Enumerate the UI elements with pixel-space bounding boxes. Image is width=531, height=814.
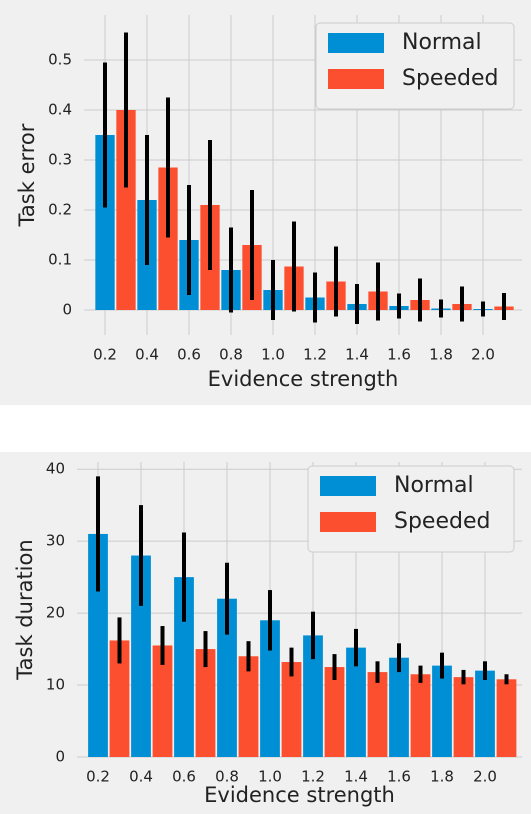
y-tick-label: 0	[62, 301, 72, 319]
x-axis-label: Evidence strength	[208, 367, 399, 391]
y-tick-label: 0.2	[48, 201, 72, 219]
x-tick-label: 0.8	[215, 768, 239, 786]
y-axis-label: Task duration	[13, 539, 37, 680]
bar	[303, 635, 323, 757]
x-tick-label: 1.4	[344, 768, 368, 786]
x-tick-label: 1.2	[303, 346, 327, 364]
y-tick-label: 10	[46, 676, 65, 694]
bar	[432, 665, 452, 757]
legend-label: Normal	[402, 30, 482, 55]
y-tick-label: 0.1	[48, 251, 72, 269]
bar	[116, 110, 136, 310]
x-tick-label: 2.0	[471, 346, 495, 364]
y-tick-label: 20	[46, 604, 65, 622]
x-tick-label: 1.0	[261, 346, 285, 364]
y-tick-label: 0.5	[48, 51, 72, 69]
legend-swatch	[328, 33, 384, 53]
bar	[152, 645, 173, 757]
bar	[217, 598, 237, 757]
x-tick-label: 0.2	[86, 768, 110, 786]
bar	[88, 533, 108, 757]
bar	[131, 555, 151, 757]
x-tick-label: 0.6	[177, 346, 201, 364]
bar	[496, 679, 517, 757]
bar	[281, 662, 302, 757]
y-tick-label: 0.4	[48, 101, 72, 119]
bar	[367, 672, 388, 757]
y-axis-label: Task error	[15, 123, 39, 227]
bar	[260, 620, 280, 757]
bar	[346, 647, 366, 757]
x-tick-label: 0.8	[219, 346, 243, 364]
legend-label: Normal	[394, 473, 474, 498]
bar	[324, 667, 345, 757]
bar	[95, 135, 115, 310]
x-tick-label: 2.0	[473, 768, 497, 786]
x-tick-label: 1.8	[429, 346, 453, 364]
legend-swatch	[328, 69, 384, 89]
x-tick-label: 1.2	[301, 768, 325, 786]
x-tick-label: 1.6	[387, 346, 411, 364]
x-tick-label: 1.6	[387, 768, 411, 786]
y-tick-label: 40	[46, 460, 65, 478]
legend-label: Speeded	[402, 66, 498, 91]
bar	[109, 640, 130, 757]
bar	[174, 577, 194, 757]
legend-label: Speeded	[394, 509, 490, 534]
y-tick-label: 0	[55, 748, 65, 766]
bar	[410, 674, 431, 757]
x-tick-label: 0.2	[93, 346, 117, 364]
bar	[475, 670, 495, 757]
legend-swatch	[320, 512, 376, 532]
bar	[453, 677, 474, 757]
x-tick-label: 1.0	[258, 768, 282, 786]
y-tick-label: 0.3	[48, 151, 72, 169]
bar	[195, 649, 216, 757]
x-tick-label: 0.6	[172, 768, 196, 786]
x-tick-label: 0.4	[135, 346, 159, 364]
x-tick-label: 1.8	[430, 768, 454, 786]
bar	[158, 167, 178, 310]
x-tick-label: 0.4	[129, 768, 153, 786]
legend-swatch	[320, 476, 376, 496]
x-tick-label: 1.4	[345, 346, 369, 364]
x-axis-label: Evidence strength	[204, 783, 395, 807]
y-tick-label: 30	[46, 532, 65, 550]
bar	[389, 657, 409, 757]
bar	[238, 656, 259, 757]
